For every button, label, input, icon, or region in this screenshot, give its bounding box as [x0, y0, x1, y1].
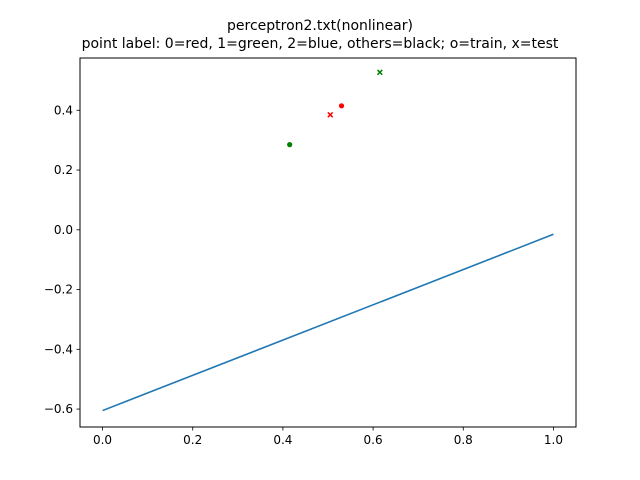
x-tick-label: 1.0 [544, 433, 563, 447]
x-tick-label: 0.4 [273, 433, 292, 447]
y-tick-label: −0.2 [44, 283, 73, 297]
x-tick-label: 0.8 [454, 433, 473, 447]
x-tick-label: 0.6 [364, 433, 383, 447]
chart-title: perceptron2.txt(nonlinear) [227, 18, 413, 34]
train-point-1 [338, 103, 345, 109]
test-point-2 [327, 111, 334, 118]
plot-frame [79, 57, 577, 428]
x-tick-label: 0.2 [183, 433, 202, 447]
test-point-3 [376, 69, 383, 76]
y-tick-label: 0.2 [54, 163, 73, 177]
chart-subtitle: point label: 0=red, 1=green, 2=blue, oth… [81, 36, 559, 52]
y-tick-label: −0.6 [44, 402, 73, 416]
x-tick-label: 0.0 [93, 433, 112, 447]
plot-area [80, 58, 576, 427]
y-tick-label: 0.0 [54, 223, 73, 237]
decision-line [102, 233, 554, 412]
y-tick-label: 0.4 [54, 103, 73, 117]
train-point-0 [287, 142, 293, 148]
y-tick-label: −0.4 [44, 342, 73, 356]
